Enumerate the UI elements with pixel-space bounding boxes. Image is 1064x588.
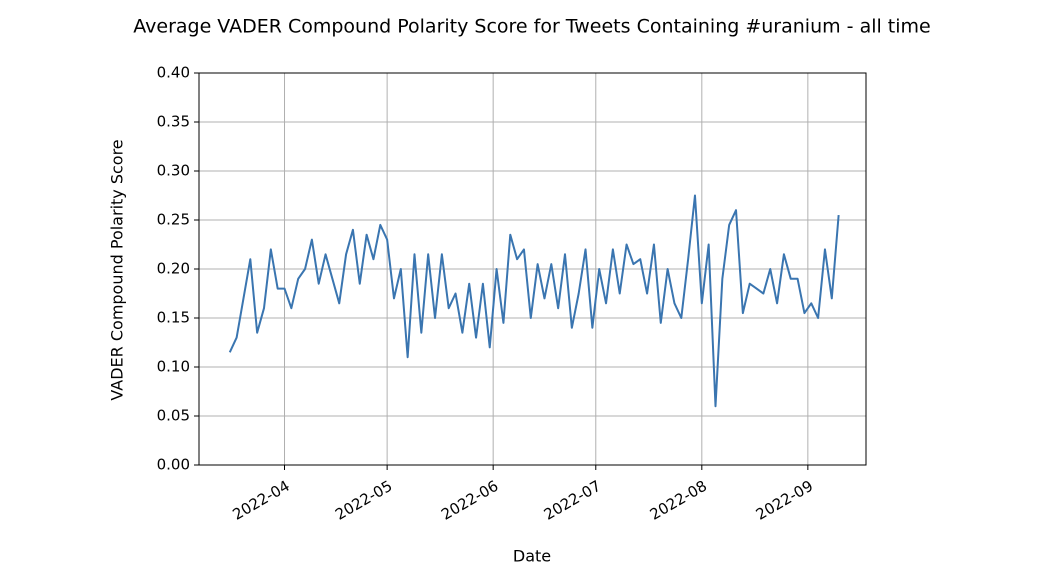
x-axis-label: Date	[513, 547, 551, 566]
plot-frame	[198, 72, 867, 466]
chart-title: Average VADER Compound Polarity Score fo…	[133, 16, 930, 38]
y-tick-label: 0.20	[157, 260, 190, 278]
y-tick-label: 0.35	[157, 113, 190, 131]
y-tick-label: 0.00	[157, 456, 190, 474]
y-tick-label: 0.25	[157, 211, 190, 229]
y-tick-label: 0.30	[157, 162, 190, 180]
data-line	[228, 194, 840, 408]
y-tick-label: 0.15	[157, 309, 190, 327]
y-tick-label: 0.40	[157, 64, 190, 82]
y-tick-label: 0.05	[157, 407, 190, 425]
y-axis-label: VADER Compound Polarity Score	[108, 139, 127, 400]
y-tick-label: 0.10	[157, 358, 190, 376]
